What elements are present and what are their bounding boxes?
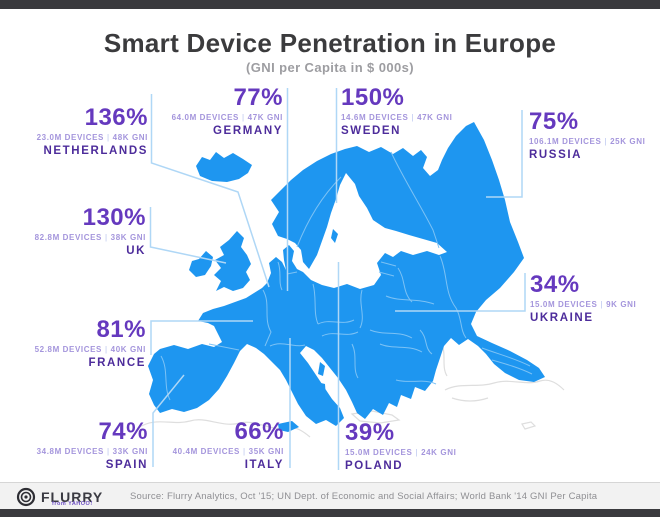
- gni-value: 38K GNI: [110, 233, 146, 242]
- page-subtitle: (GNI per Capita in $ 000s): [246, 60, 414, 75]
- divider: |: [600, 300, 604, 309]
- gni-value: 35K GNI: [248, 447, 284, 456]
- divider: |: [104, 345, 108, 354]
- country-stats: 106.1M DEVICES | 25K GNI: [529, 138, 645, 146]
- gni-value: 24K GNI: [421, 448, 457, 457]
- sicily: [278, 421, 299, 432]
- flurry-logo-tagline: from YAHOO!: [52, 501, 93, 507]
- callout-spain: 74% 34.8M DEVICES | 33K GNI SPAIN: [37, 420, 148, 472]
- country-stats: 14.6M DEVICES | 47K GNI: [341, 114, 452, 122]
- gni-value: 25K GNI: [610, 137, 646, 146]
- corsica: [318, 362, 325, 376]
- callout-line-netherlands: [150, 94, 270, 288]
- penetration-value: 39%: [345, 419, 395, 446]
- divider: |: [106, 447, 110, 456]
- ireland: [189, 251, 213, 277]
- divider: |: [604, 137, 608, 146]
- devices-value: 52.8M DEVICES: [34, 345, 102, 354]
- country-name: SPAIN: [105, 459, 148, 471]
- devices-value: 106.1M DEVICES: [529, 137, 602, 146]
- source-attribution: Source: Flurry Analytics, Oct '15; UN De…: [130, 491, 598, 502]
- callout-italy: 66% 40.4M DEVICES | 35K GNI ITALY: [173, 420, 284, 472]
- callout-sweden: 150% 14.6M DEVICES | 47K GNI SWEDEN: [341, 86, 452, 138]
- flurry-logo: FLURRY: [16, 487, 103, 507]
- penetration-value: 130%: [82, 204, 146, 231]
- gni-value: 33K GNI: [112, 447, 148, 456]
- bottom-bar: [0, 509, 660, 517]
- penetration-value: 75%: [529, 108, 579, 135]
- penetration-value: 81%: [96, 316, 146, 343]
- map-landmass: [148, 122, 545, 432]
- callout-ukraine: 34% 15.0M DEVICES | 9K GNI UKRAINE: [530, 273, 636, 325]
- callout-uk: 130% 82.8M DEVICES | 38K GNI UK: [35, 206, 146, 258]
- page-title: Smart Device Penetration in Europe: [103, 28, 557, 58]
- penetration-value: 77%: [233, 84, 283, 111]
- callout-france: 81% 52.8M DEVICES | 40K GNI FRANCE: [35, 318, 146, 370]
- country-stats: 64.0M DEVICES | 47K GNI: [172, 114, 283, 122]
- devices-value: 40.4M DEVICES: [172, 447, 240, 456]
- country-stats: 34.8M DEVICES | 33K GNI: [37, 448, 148, 456]
- sardinia: [315, 382, 326, 403]
- country-stats: 40.4M DEVICES | 35K GNI: [173, 448, 284, 456]
- country-stats: 23.0M DEVICES | 48K GNI: [37, 134, 148, 142]
- country-stats: 82.8M DEVICES | 38K GNI: [35, 234, 146, 242]
- callout-line-uk: [149, 207, 227, 264]
- devices-value: 15.0M DEVICES: [345, 448, 413, 457]
- country-name: RUSSIA: [529, 149, 583, 161]
- country-name: UKRAINE: [530, 312, 594, 324]
- country-name: SWEDEN: [341, 125, 402, 137]
- gni-value: 47K GNI: [247, 113, 283, 122]
- penetration-value: 150%: [341, 84, 405, 111]
- country-name: GERMANY: [213, 125, 283, 137]
- callout-netherlands: 136% 23.0M DEVICES | 48K GNI NETHERLANDS: [37, 106, 148, 158]
- divider: |: [415, 448, 419, 457]
- divider: |: [241, 113, 245, 122]
- callout-line-russia: [486, 110, 523, 198]
- devices-value: 23.0M DEVICES: [36, 133, 104, 142]
- country-stats: 15.0M DEVICES | 9K GNI: [530, 301, 636, 309]
- callout-poland: 39% 15.0M DEVICES | 24K GNI POLAND: [345, 421, 456, 473]
- iceland: [196, 152, 252, 182]
- great-britain: [214, 231, 251, 291]
- country-name: UK: [126, 245, 146, 257]
- penetration-value: 66%: [234, 418, 284, 445]
- penetration-value: 34%: [530, 271, 580, 298]
- country-name: FRANCE: [88, 357, 146, 369]
- footer: FLURRY from YAHOO! Source: Flurry Analyt…: [0, 482, 660, 509]
- gni-value: 48K GNI: [112, 133, 148, 142]
- devices-value: 64.0M DEVICES: [171, 113, 239, 122]
- divider: |: [106, 133, 110, 142]
- gotland: [331, 229, 338, 243]
- country-stats: 15.0M DEVICES | 24K GNI: [345, 449, 456, 457]
- penetration-value: 74%: [98, 418, 148, 445]
- callout-line-ukraine: [395, 273, 526, 312]
- callout-germany: 77% 64.0M DEVICES | 47K GNI GERMANY: [172, 86, 283, 138]
- country-borders: [160, 151, 533, 401]
- divider: |: [104, 233, 108, 242]
- gni-value: 47K GNI: [417, 113, 453, 122]
- devices-value: 82.8M DEVICES: [34, 233, 102, 242]
- devices-value: 34.8M DEVICES: [36, 447, 104, 456]
- country-name: POLAND: [345, 460, 404, 472]
- callout-line-spain: [152, 374, 185, 467]
- divider: |: [242, 447, 246, 456]
- flurry-logo-text: FLURRY: [41, 489, 104, 505]
- country-stats: 52.8M DEVICES | 40K GNI: [35, 346, 146, 354]
- country-name: ITALY: [244, 459, 284, 471]
- callout-line-france: [150, 320, 253, 355]
- penetration-value: 136%: [84, 104, 148, 131]
- top-bar: [0, 0, 660, 9]
- callout-russia: 75% 106.1M DEVICES | 25K GNI RUSSIA: [529, 110, 645, 162]
- gni-value: 40K GNI: [110, 345, 146, 354]
- callout-lines: [149, 88, 526, 470]
- devices-value: 14.6M DEVICES: [341, 113, 409, 122]
- gni-value: 9K GNI: [606, 300, 637, 309]
- devices-value: 15.0M DEVICES: [530, 300, 598, 309]
- divider: |: [411, 113, 415, 122]
- country-name: NETHERLANDS: [43, 145, 148, 157]
- flurry-logo-icon: [16, 487, 36, 507]
